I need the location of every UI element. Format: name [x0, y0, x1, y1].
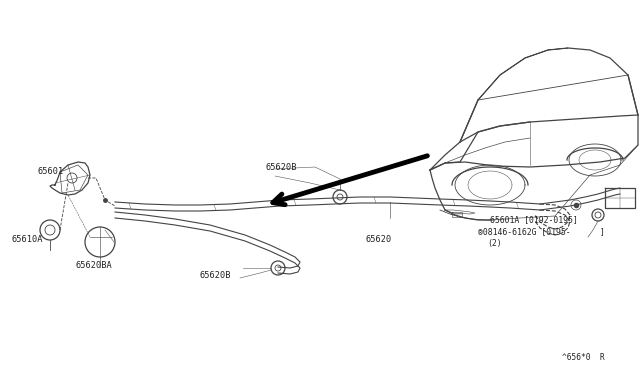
Text: 65620B: 65620B: [200, 271, 232, 280]
Text: 65620BA: 65620BA: [75, 261, 112, 270]
Text: 65620B: 65620B: [265, 163, 296, 172]
Text: (2): (2): [487, 239, 502, 248]
Text: ^656*0  R: ^656*0 R: [562, 353, 605, 362]
Text: ®08146-6162G [0195-      ]: ®08146-6162G [0195- ]: [478, 227, 605, 236]
Text: 65601: 65601: [38, 167, 64, 176]
Text: 65620: 65620: [366, 235, 392, 244]
Text: 65610A: 65610A: [12, 235, 44, 244]
Text: 65601A [0192-0195]: 65601A [0192-0195]: [490, 215, 578, 224]
